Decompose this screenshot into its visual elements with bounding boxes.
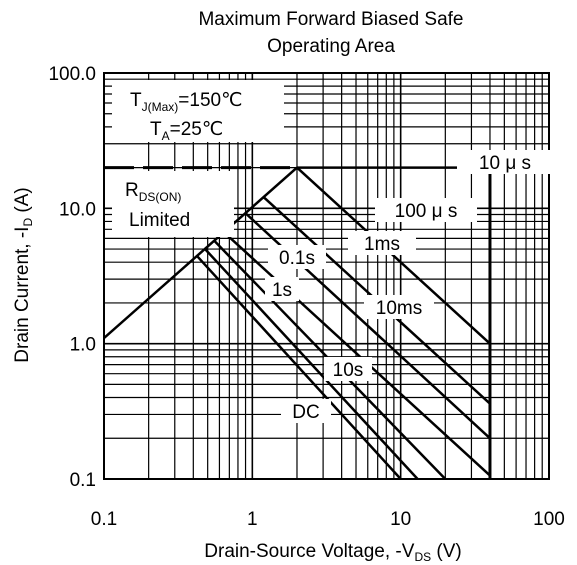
annotation-label: 1s: [272, 280, 292, 301]
chart-title: Maximum Forward Biased Safe Operating Ar…: [198, 9, 463, 57]
annotation-bg: [348, 231, 416, 255]
conditions-box: [112, 80, 284, 142]
annotation-bg: [281, 399, 331, 423]
y-tick-label: 1.0: [70, 335, 96, 356]
x-axis-label: Drain-Source Voltage, -VDS (V): [204, 541, 461, 564]
x-tick-labels: 0.1 1 10 100: [91, 509, 565, 530]
annotation-label: 10 μ s: [479, 153, 531, 174]
ta-label: TA=25℃: [150, 119, 223, 143]
annotation-label: DC: [292, 402, 319, 423]
y-tick-label: 10.0: [59, 199, 96, 220]
annotation-label: 10s: [333, 360, 364, 381]
annotation-bg: [324, 357, 372, 381]
annotation-label: 100 μ s: [395, 201, 458, 222]
label-boxes: [112, 80, 284, 237]
rds-on-limited-label: RDS(ON) Limited: [125, 180, 190, 231]
annotation-label: 0.1s: [279, 248, 315, 269]
x-tick-label: 1: [247, 509, 258, 530]
annotation-label: 1ms: [364, 234, 400, 255]
curve-annotations: 10 μ s 100 μ s 1ms 0.1s 1s 10ms 10s DC: [265, 150, 553, 423]
x-tick-label: 0.1: [91, 509, 117, 530]
plot-frame: [103, 72, 550, 480]
y-tick-label: 0.1: [70, 470, 96, 491]
chart-title-line-2: Operating Area: [267, 36, 395, 57]
annotation-bg: [375, 198, 477, 222]
y-tick-label: 100.0: [48, 64, 96, 85]
conditions-block: TJ(Max)=150℃ TA=25℃: [130, 90, 242, 143]
rds-on-label: RDS(ON): [125, 180, 181, 204]
annotation-label: 10ms: [376, 298, 422, 319]
rds-on-limit-line: [103, 166, 298, 340]
annotation-bg: [457, 150, 553, 174]
soa-series-line-7: [195, 254, 402, 480]
soa-series-line-6: [204, 248, 419, 480]
y-tick-labels: 0.1 1.0 10.0 100.0: [48, 64, 96, 491]
x-tick-label: 100: [533, 509, 565, 530]
soa-series-line-1: [296, 166, 491, 345]
chart-title-line-1: Maximum Forward Biased Safe: [198, 9, 463, 30]
annotation-bg: [268, 245, 326, 269]
annotation-bg: [265, 277, 299, 301]
annotation-bg: [364, 295, 434, 319]
tj-max-label: TJ(Max)=150℃: [130, 90, 242, 114]
soa-series-line-3: [223, 231, 491, 477]
y-axis-label: Drain Current, -ID (A): [12, 187, 35, 362]
rds-limited-label: Limited: [129, 210, 190, 231]
rds-label-box: [112, 171, 234, 237]
x-tick-label: 10: [390, 509, 411, 530]
